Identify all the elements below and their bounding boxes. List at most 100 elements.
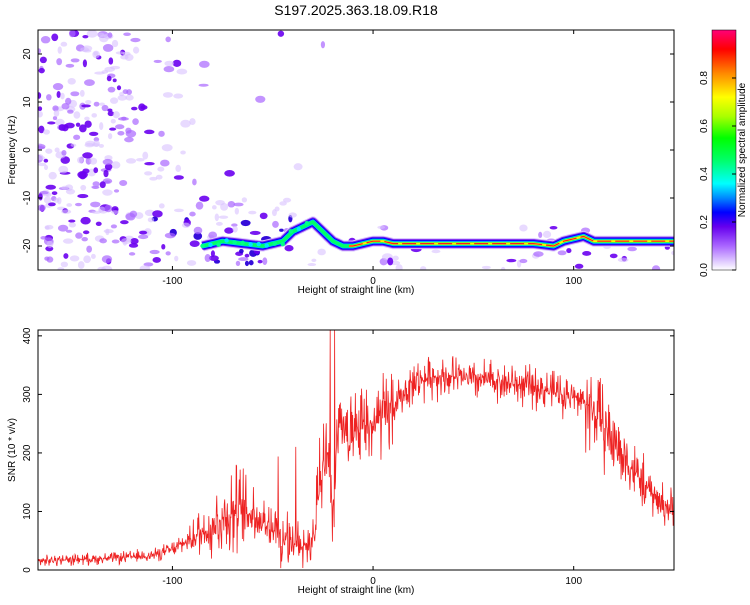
spectrogram-cell (54, 147, 60, 153)
spectrogram-cell (155, 174, 163, 180)
spectrogram-cell (244, 253, 250, 258)
spectrogram-cell (115, 51, 125, 55)
colorbar-tick-label: 0.0 (699, 263, 710, 277)
spectrogram-cell (43, 196, 52, 204)
spectrogram-cell (181, 222, 191, 228)
spectrogram-cell (224, 169, 235, 177)
spectrogram-cell (57, 46, 62, 54)
spectrogram-cell (75, 122, 81, 127)
spectrogram-cell (51, 191, 58, 196)
snr-x-tick-label: -100 (162, 576, 182, 587)
spectrogram-cell (82, 230, 90, 235)
spectrogram-cell (93, 101, 100, 107)
spectrogram-cell (65, 229, 73, 233)
spectrogram-cell (173, 93, 184, 99)
spectrogram-cell (84, 116, 90, 121)
snr-y-tick-label: 0 (22, 567, 33, 573)
spectrogram-cell (144, 171, 153, 176)
spectrogram-cell (144, 129, 155, 135)
spectrogram-cell (142, 151, 149, 160)
spectrogram-cell (98, 143, 104, 148)
spectrogram-cell (149, 249, 160, 255)
spectrogram-y-ticks: -20 -10 0 10 20 (22, 48, 674, 253)
spectrogram-cell (279, 201, 287, 206)
spectrogram-ridge-dot (240, 240, 245, 245)
spectrogram-cell (125, 94, 134, 101)
spectrogram-cell (147, 217, 155, 223)
snr-x-tick-label: 100 (565, 576, 582, 587)
spectrogram-cell (152, 257, 161, 263)
spectrogram-cell (58, 165, 69, 174)
spectrogram-cell (77, 171, 88, 179)
snr-x-ticks: -100 0 100 (162, 330, 582, 587)
spectrogram-cell (106, 75, 112, 82)
colorbar-label: Normalized spectral amplitude (737, 82, 748, 217)
spectrogram-cell (92, 50, 100, 59)
spectrogram-cell (46, 94, 52, 101)
spectrogram-cell (139, 265, 151, 270)
spectrogram-ridge-core (348, 235, 674, 247)
spectrogram-y-label: Frequency (Hz) (7, 116, 18, 185)
spectrogram-cell (198, 60, 210, 68)
spectrogram-ridge-dot (232, 240, 237, 245)
spectrogram-cell (38, 92, 42, 99)
snr-y-tick-label: 100 (22, 503, 33, 520)
spectrogram-cell (204, 254, 211, 262)
spectrogram-cell (91, 185, 100, 189)
spectrogram-cell (65, 63, 75, 68)
spectrogram-cell (262, 257, 268, 266)
spectrogram-ridge-dot (288, 229, 293, 234)
spectrogram-cell (152, 210, 163, 218)
spectrogram-cell (248, 260, 254, 266)
spectrogram-cell (111, 210, 120, 214)
snr-y-tick-label: 300 (22, 386, 33, 403)
spectrogram-cell (90, 201, 101, 208)
spectrogram-cell (277, 30, 285, 37)
spectrogram-cell (161, 243, 166, 250)
spectrogram-cell (52, 116, 58, 121)
spectrogram-cell (99, 122, 104, 130)
spectrogram-cell (519, 224, 528, 232)
spectrogram-y-tick-label: 20 (22, 48, 33, 60)
spectrogram-cell (102, 158, 113, 166)
spectrogram-cell (481, 265, 491, 270)
spectrogram-cell (104, 163, 113, 171)
spectrogram-cell (208, 231, 218, 239)
spectrogram-cell (38, 155, 46, 161)
spectrogram-cell (153, 59, 162, 63)
spectrogram-cell (68, 30, 76, 38)
spectrogram-cell (53, 198, 60, 203)
spectrogram-cell (48, 171, 57, 180)
spectrogram-cell (38, 192, 43, 201)
spectrogram-cell (39, 191, 49, 195)
spectrogram-cell (107, 108, 113, 112)
spectrogram-cell (186, 260, 197, 266)
spectrogram-x-tick-label: -100 (162, 276, 182, 287)
spectrogram-cell (91, 113, 98, 118)
spectrogram-cell (93, 167, 99, 174)
spectrogram-ridge-dot (200, 243, 205, 249)
spectrogram-cell (60, 92, 65, 100)
spectrogram-y-tick-label: 0 (22, 147, 33, 153)
spectrogram-cell (99, 181, 106, 189)
spectrogram-cell (38, 125, 45, 134)
spectrogram-cell (377, 225, 386, 229)
spectrogram-cell (293, 163, 303, 171)
spectrogram-cell (557, 250, 567, 256)
spectrogram-cell (249, 230, 261, 236)
spectrogram-cell (157, 166, 165, 172)
spectrogram-cell (627, 246, 637, 252)
spectrogram-cell (121, 238, 132, 245)
spectrogram-cell (420, 266, 427, 270)
spectrogram-cell (38, 48, 41, 54)
spectrogram-cell (68, 219, 76, 223)
spectrogram-cell (48, 202, 56, 207)
spectrogram-cell (244, 260, 250, 267)
spectrogram-cell (257, 259, 263, 264)
spectrogram-cell (102, 189, 113, 196)
spectrogram-cell (124, 136, 134, 143)
spectrogram-cell (77, 156, 84, 164)
spectrogram-y-tick-label: -20 (22, 238, 33, 253)
spectrogram-cell (113, 189, 120, 193)
